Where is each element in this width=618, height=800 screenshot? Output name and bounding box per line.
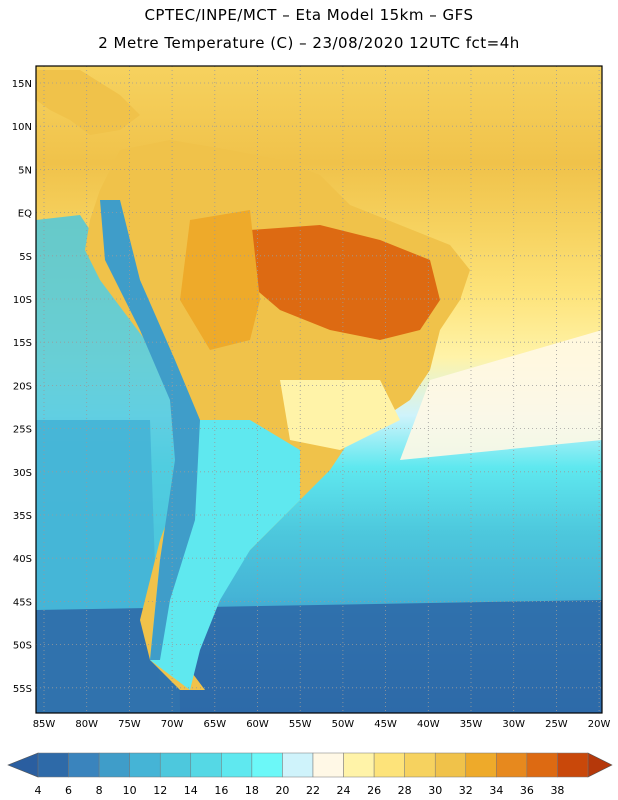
colorbar-swatch [190, 752, 222, 778]
colorbar-tick-label: 24 [337, 784, 351, 797]
lon-label: 20W [588, 719, 611, 730]
colorbar-tick-label: 14 [184, 784, 198, 797]
lon-label: 35W [460, 719, 483, 730]
colorbar-tick-label: 8 [96, 784, 103, 797]
colorbar-swatch [343, 752, 375, 778]
lat-label: 5S [19, 252, 32, 263]
lat-label: 40S [13, 554, 32, 565]
lat-label: 45S [13, 597, 32, 608]
lon-label: 80W [75, 719, 98, 730]
colorbar-swatch [68, 752, 100, 778]
lat-label: 10S [13, 295, 32, 306]
colorbar-swatch [282, 752, 314, 778]
colorbar-swatch [557, 752, 589, 778]
colorbar-tick-label: 30 [428, 784, 442, 797]
colorbar-swatch [526, 752, 558, 778]
lat-label: 15N [12, 79, 32, 90]
lon-label: 30W [502, 719, 525, 730]
colorbar-tick-label: 26 [367, 784, 381, 797]
colorbar-under-arrow [7, 752, 39, 778]
lat-label: EQ [18, 209, 32, 220]
lon-label: 55W [289, 719, 312, 730]
colorbar-tick-label: 38 [550, 784, 564, 797]
colorbar-swatch [404, 752, 436, 778]
lat-label: 25S [13, 425, 32, 436]
colorbar-tick-label: 22 [306, 784, 320, 797]
lon-label: 60W [246, 719, 269, 730]
colorbar-tick-label: 4 [35, 784, 42, 797]
lon-label: 40W [417, 719, 440, 730]
lon-label: 65W [203, 719, 226, 730]
map-title: CPTEC/INPE/MCT – Eta Model 15km – GFS [144, 6, 474, 24]
amazon-warm-zone [180, 210, 260, 350]
colorbar-tick-label: 18 [245, 784, 259, 797]
atlantic-warm-zone [400, 330, 602, 460]
colorbar-swatch [465, 752, 497, 778]
lat-label: 5N [18, 165, 32, 176]
central-america-land [36, 70, 140, 135]
colorbar-tick-label: 34 [489, 784, 503, 797]
lat-label: 20S [13, 381, 32, 392]
southeast-brazil-mild [280, 380, 400, 450]
lon-label: 85W [33, 719, 56, 730]
colorbar-swatch [496, 752, 528, 778]
colorbar-swatch [312, 752, 344, 778]
colorbar-swatch [129, 752, 161, 778]
colorbar-swatch [98, 752, 130, 778]
lon-label: 75W [118, 719, 141, 730]
lat-label: 10N [12, 122, 32, 133]
colorbar-tick-label: 12 [153, 784, 167, 797]
colorbar-swatch [373, 752, 405, 778]
colorbar-swatch [434, 752, 467, 778]
colorbar-swatch [221, 752, 253, 778]
colorbar-tick-label: 6 [65, 784, 72, 797]
lon-label: 25W [545, 719, 568, 730]
lon-label: 50W [332, 719, 355, 730]
lon-label: 45W [374, 719, 397, 730]
colorbar-tick-label: 36 [520, 784, 534, 797]
colorbar-tick-label: 16 [214, 784, 228, 797]
colorbar-swatch [37, 752, 69, 778]
colorbar-swatch [159, 752, 192, 778]
lon-label: 70W [161, 719, 184, 730]
colorbar-tick-label: 10 [123, 784, 137, 797]
lat-label: 55S [13, 684, 32, 695]
lat-label: 15S [13, 338, 32, 349]
lat-label: 50S [13, 641, 32, 652]
colorbar-tick-label: 32 [459, 784, 473, 797]
colorbar-tick-label: 20 [275, 784, 289, 797]
map-subtitle: 2 Metre Temperature (C) – 23/08/2020 12U… [98, 34, 520, 52]
lat-label: 30S [13, 468, 32, 479]
map-frame [35, 65, 603, 714]
colorbar-tick-label: 28 [398, 784, 412, 797]
lat-label: 35S [13, 511, 32, 522]
andes-cold-strip [100, 200, 200, 660]
colorbar-over-arrow [587, 752, 613, 778]
colorbar-swatch [251, 752, 283, 778]
